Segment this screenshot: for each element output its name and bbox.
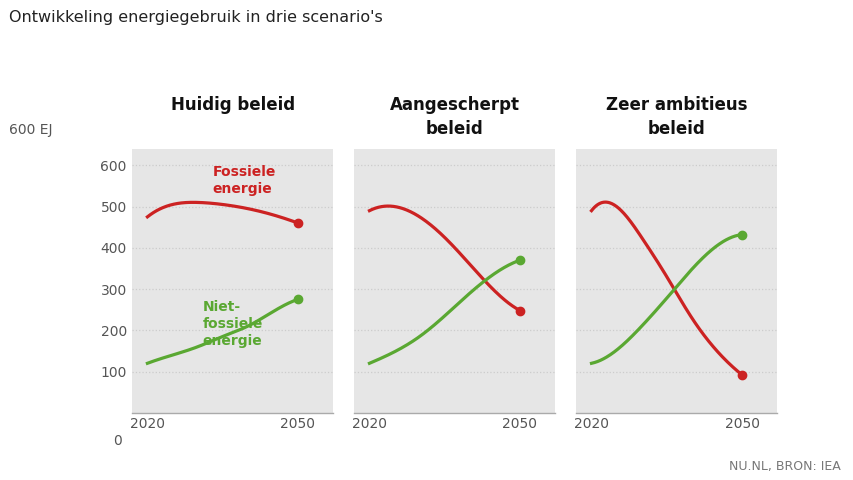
Text: 0: 0 xyxy=(113,434,122,448)
Text: 600 EJ: 600 EJ xyxy=(9,123,52,137)
Text: Aangescherpt
beleid: Aangescherpt beleid xyxy=(389,96,519,138)
Text: NU.NL, BRON: IEA: NU.NL, BRON: IEA xyxy=(728,460,840,473)
Text: Fossiele
energie: Fossiele energie xyxy=(212,165,276,196)
Text: Ontwikkeling energiegebruik in drie scenario's: Ontwikkeling energiegebruik in drie scen… xyxy=(9,10,382,24)
Text: Huidig beleid: Huidig beleid xyxy=(171,96,294,114)
Text: Zeer ambitieus
beleid: Zeer ambitieus beleid xyxy=(606,96,746,138)
Text: Niet-
fossiele
energie: Niet- fossiele energie xyxy=(202,300,263,348)
